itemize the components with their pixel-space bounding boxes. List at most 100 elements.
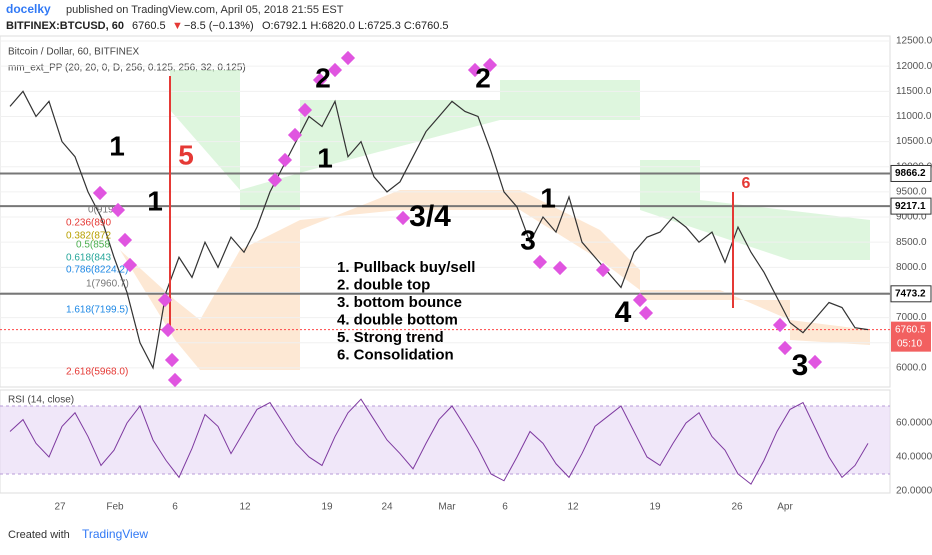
fib-label: 0.236(890 xyxy=(66,218,111,229)
pane-title: Bitcoin / Dollar, 60, BITFINEX xyxy=(8,47,139,58)
diamond xyxy=(157,292,173,308)
resistance-band xyxy=(170,70,870,260)
support-band xyxy=(120,190,870,370)
y-tick-label: 6000.0 xyxy=(896,363,927,374)
diamond xyxy=(267,172,283,188)
diamond xyxy=(532,254,548,270)
diamond xyxy=(122,257,138,273)
diamond xyxy=(327,62,343,78)
date-label: Apr xyxy=(777,502,793,513)
date-label: 24 xyxy=(381,502,393,513)
rsi-band xyxy=(0,405,890,474)
y-tick-label: 11000.0 xyxy=(896,111,932,122)
date-label: 26 xyxy=(731,502,743,513)
annotation: 1 xyxy=(109,130,125,161)
rsi-tick-label: 60.0000 xyxy=(896,418,932,429)
fib-label: 0.5(858 xyxy=(76,240,110,251)
countdown: 05:10 xyxy=(897,338,922,349)
price-pane xyxy=(0,35,891,388)
fib-label: 0.786(8224.2) xyxy=(66,265,128,276)
date-label: 19 xyxy=(321,502,333,513)
date-label: 19 xyxy=(649,502,661,513)
fib-label: 1(7960.7) xyxy=(86,279,129,290)
date-label: 12 xyxy=(567,502,579,513)
y-tick-label: 9500.0 xyxy=(896,187,927,198)
diamond xyxy=(482,57,498,73)
indicator: mm_ext_PP (20, 20, 0, D, 256, 0.125, 256… xyxy=(8,63,246,74)
annotation: 2 xyxy=(475,62,491,93)
diamond xyxy=(297,102,313,118)
date-label: 6 xyxy=(502,502,508,513)
legend-item: 1. Pullback buy/sell xyxy=(337,259,475,276)
legend-item: 2. double top xyxy=(337,276,430,293)
y-tick-label: 8000.0 xyxy=(896,262,927,273)
diamond xyxy=(167,372,183,388)
y-tick-label: 9000.0 xyxy=(896,212,927,223)
rsi-title: RSI (14, close) xyxy=(8,395,74,406)
level-label: 7473.2 xyxy=(895,288,926,299)
footer-created: Created with xyxy=(8,529,70,541)
date-label: Feb xyxy=(106,502,124,513)
level-label: 9217.1 xyxy=(895,201,926,212)
diamond xyxy=(160,322,176,338)
annotation: 4 xyxy=(615,296,632,329)
diamond xyxy=(340,50,356,66)
annotation: 1 xyxy=(317,142,333,173)
diamond xyxy=(777,340,793,356)
diamond xyxy=(164,352,180,368)
arrow: ▼ xyxy=(172,20,183,32)
price-line xyxy=(9,90,869,370)
date-label: 6 xyxy=(172,502,178,513)
diamond xyxy=(312,72,328,88)
current-box xyxy=(891,321,931,352)
level-label: 9866.2 xyxy=(895,168,926,179)
y-tick-label: 7000.0 xyxy=(896,312,927,323)
annotation: 5 xyxy=(178,139,194,170)
published: published on TradingView.com, April 05, … xyxy=(66,4,344,16)
level-box xyxy=(890,197,932,215)
annotation: 6 xyxy=(742,175,751,192)
annotation: 3 xyxy=(520,224,536,255)
footer-brand: TradingView xyxy=(82,527,148,541)
diamond xyxy=(632,292,648,308)
legend-item: 4. double bottom xyxy=(337,311,458,328)
annotation: 1 xyxy=(147,185,163,216)
ohlc: O:6792.1 H:6820.0 L:6725.3 C:6760.5 xyxy=(262,20,449,32)
diamond xyxy=(638,305,654,321)
annotation: 3/4 xyxy=(409,200,451,233)
y-tick-label: 12000.0 xyxy=(896,61,932,72)
diamond xyxy=(287,127,303,143)
legend-item: 6. Consolidation xyxy=(337,346,454,363)
diamond xyxy=(772,317,788,333)
fib-label: 0(919 xyxy=(88,205,114,216)
diamond xyxy=(552,260,568,276)
current-label: 6760.5 xyxy=(895,324,926,335)
diamond xyxy=(595,262,611,278)
diamond xyxy=(807,354,823,370)
last: 6760.5 xyxy=(132,20,166,32)
rsi-line xyxy=(9,398,869,485)
fib-label: 2.618(5968.0) xyxy=(66,367,128,378)
y-tick-label: 8500.0 xyxy=(896,237,927,248)
diamond xyxy=(467,62,483,78)
symbol: BITFINEX:BTCUSD, 60 xyxy=(6,20,124,32)
annotation: 1 xyxy=(540,182,556,213)
user: docelky xyxy=(6,2,51,16)
legend-item: 3. bottom bounce xyxy=(337,294,462,311)
diamond xyxy=(277,152,293,168)
date-label: 27 xyxy=(54,502,66,513)
change: −8.5 (−0.13%) xyxy=(184,20,254,32)
fib-label: 1.618(7199.5) xyxy=(66,305,128,316)
level-box xyxy=(890,164,932,182)
fib-label: 0.382(872 xyxy=(66,231,111,242)
y-tick-label: 12500.0 xyxy=(896,36,932,47)
annotation: 3 xyxy=(792,349,809,382)
rsi-tick-label: 20.0000 xyxy=(896,486,932,497)
y-tick-label: 10500.0 xyxy=(896,136,932,147)
legend-item: 5. Strong trend xyxy=(337,329,444,346)
annotation: 2 xyxy=(315,62,331,93)
diamond xyxy=(395,210,411,226)
fib-label: 0.618(843 xyxy=(66,253,111,264)
